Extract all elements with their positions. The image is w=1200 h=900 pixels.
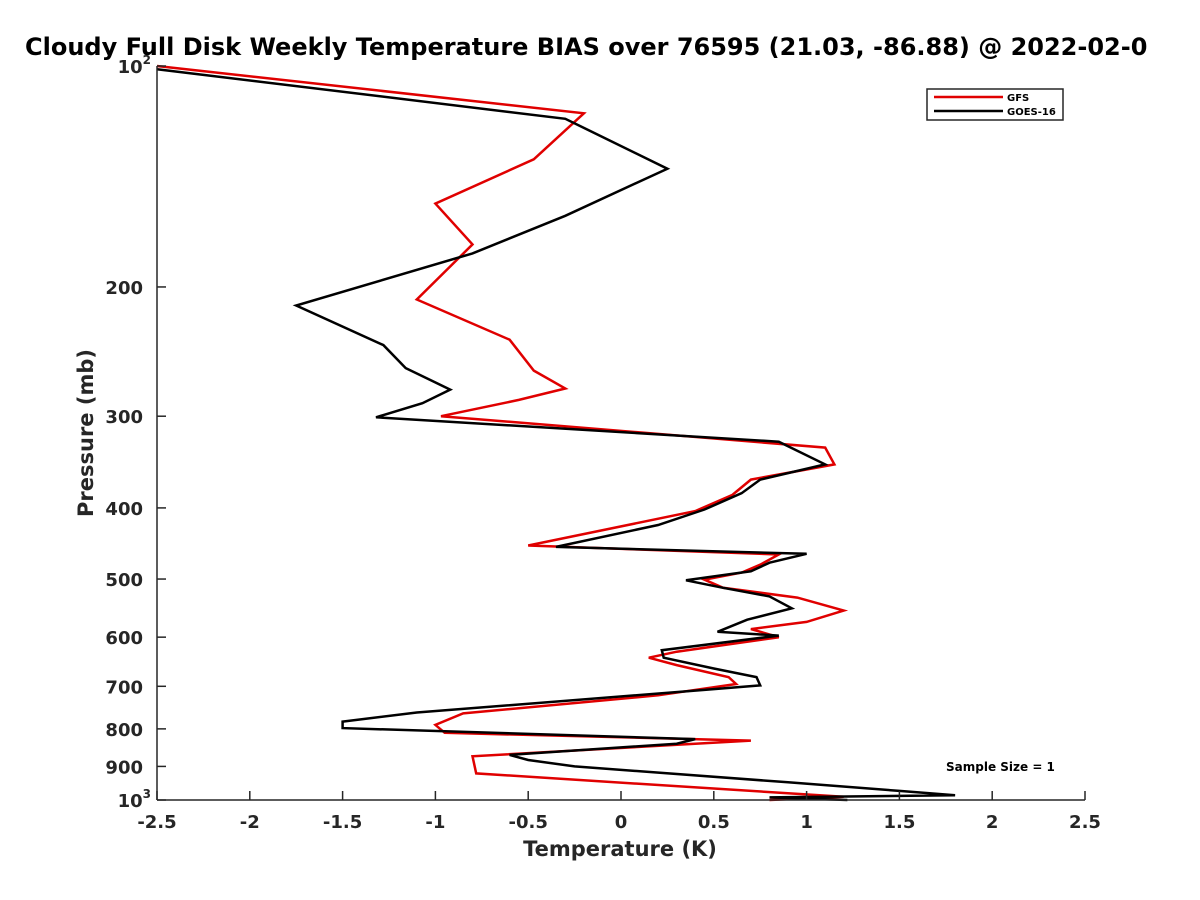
y-tick-label: 300 xyxy=(105,407,143,428)
x-tick-label: -1.5 xyxy=(323,812,362,833)
y-tick-label: 600 xyxy=(105,628,143,649)
x-tick-label: 0 xyxy=(615,812,628,833)
x-tick-label: 1.5 xyxy=(883,812,915,833)
legend-entry: GOES-16 xyxy=(1007,107,1056,118)
x-tick-label: 2.5 xyxy=(1069,812,1101,833)
x-axis-label: Temperature (K) xyxy=(523,837,717,861)
y-axis-ticks: 102 200 300 400 500 600 700 800 900 103 xyxy=(105,53,166,812)
legend-entry: GFS xyxy=(1007,93,1029,104)
x-tick-label: 2 xyxy=(986,812,999,833)
series-line-goes-16 xyxy=(156,67,956,802)
x-tick-label: -2 xyxy=(240,812,260,833)
y-tick-label: 500 xyxy=(105,570,143,591)
legend-box xyxy=(926,88,1064,121)
chart-title: Cloudy Full Disk Weekly Temperature BIAS… xyxy=(25,33,1147,61)
y-tick-label: 700 xyxy=(105,677,143,698)
x-axis-ticks: -2.5 -2 -1.5 -1 -0.5 0 0.5 1 1.5 2 2.5 xyxy=(137,791,1101,833)
x-tick-label: -0.5 xyxy=(509,812,548,833)
sample-size-annotation: Sample Size = 1 xyxy=(946,760,1055,774)
x-tick-label: -1 xyxy=(425,812,445,833)
y-tick-label: 400 xyxy=(105,499,143,520)
plot-lines xyxy=(156,64,956,802)
y-tick-label: 200 xyxy=(105,278,143,299)
series-line-gfs xyxy=(156,64,849,802)
x-tick-label: 1 xyxy=(800,812,813,833)
y-tick-label: 102 xyxy=(118,53,151,78)
legend: GFS GOES-16 xyxy=(926,88,1064,121)
x-tick-label: 0.5 xyxy=(698,812,730,833)
y-axis-label: Pressure (mb) xyxy=(74,349,98,517)
y-tick-label: 103 xyxy=(118,787,151,812)
y-tick-label: 900 xyxy=(105,757,143,778)
y-tick-label: 800 xyxy=(105,720,143,741)
x-tick-label: -2.5 xyxy=(137,812,176,833)
